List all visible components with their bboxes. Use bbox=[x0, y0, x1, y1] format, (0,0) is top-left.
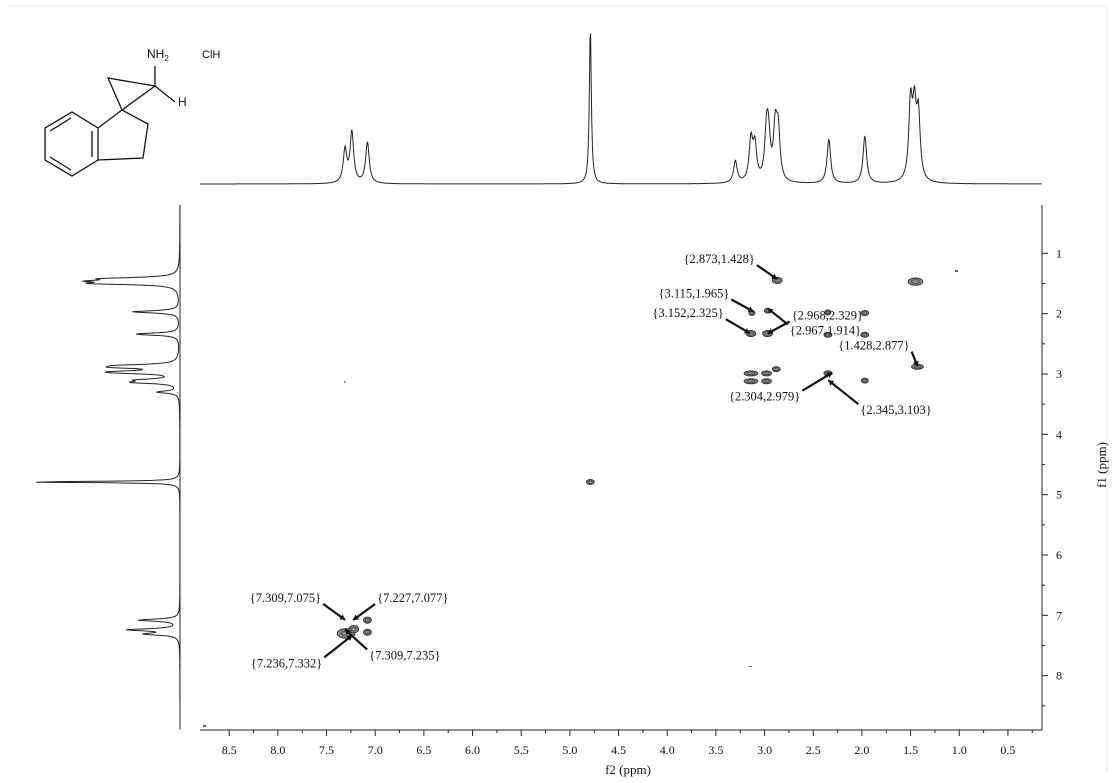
annotation-label: {7.236,7.332} bbox=[251, 656, 322, 670]
chemical-structure bbox=[44, 66, 176, 177]
y-tick-label: 7 bbox=[1056, 608, 1062, 622]
annotation-label: {2.304,2.979} bbox=[729, 390, 800, 404]
y-tick-label: 6 bbox=[1056, 548, 1062, 562]
h-label: H bbox=[178, 95, 187, 109]
cross-peak-contour bbox=[825, 332, 831, 337]
cross-peak bbox=[907, 277, 924, 286]
cross-peak-contour bbox=[763, 379, 770, 383]
annotation-arrowhead bbox=[339, 614, 346, 620]
annotation-label: {2.968,2.329} bbox=[792, 308, 863, 322]
annotation-arrowhead bbox=[345, 629, 351, 636]
cross-peak-contour bbox=[364, 630, 370, 635]
cross-peak bbox=[363, 628, 372, 636]
x-tick-label: 2.0 bbox=[854, 743, 869, 757]
top-projection-spectrum bbox=[200, 33, 1042, 185]
cross-peak-contour bbox=[774, 278, 781, 283]
cross-peak bbox=[348, 625, 360, 634]
noise-dot bbox=[955, 270, 958, 272]
x-tick-label: 7.0 bbox=[368, 743, 383, 757]
benzene-ring bbox=[44, 111, 99, 177]
cross-peak-contour bbox=[862, 332, 868, 337]
nh2-label: NH2 bbox=[147, 47, 169, 63]
y-tick-label: 5 bbox=[1056, 488, 1062, 502]
cross-peak-contour bbox=[862, 311, 868, 315]
peak-annotations: {2.873,1.428} {2.967,1.914} {3.115,1.965} {… bbox=[250, 252, 932, 670]
cyclopropane-ring bbox=[106, 77, 157, 112]
annotation-arrow bbox=[827, 379, 860, 406]
annotation-arrowhead bbox=[767, 308, 774, 314]
left-projection-spectrum bbox=[35, 205, 181, 730]
annotation-arrow bbox=[801, 371, 833, 392]
annotation-arrowhead bbox=[771, 273, 777, 280]
benzene-inner-bond-3 bbox=[49, 117, 72, 132]
noise-dot bbox=[748, 666, 752, 667]
x-tick-label: 0.5 bbox=[1000, 743, 1015, 757]
cross-peak-contour bbox=[364, 618, 370, 623]
annotation-label: {7.309,7.075} bbox=[250, 591, 321, 605]
c-h-bond bbox=[154, 85, 176, 103]
annotation-arrowhead bbox=[353, 614, 359, 620]
x-tick-label: 8.5 bbox=[222, 743, 237, 757]
x-tick-label: 3.0 bbox=[757, 743, 772, 757]
y-axis-label: f1 (ppm) bbox=[1094, 442, 1109, 488]
annotation-label: {1.428,2.877} bbox=[838, 339, 909, 353]
y-tick-label: 2 bbox=[1056, 307, 1062, 321]
x-tick-label: 3.5 bbox=[708, 743, 723, 757]
noise-dot bbox=[203, 725, 206, 727]
annotation-label: {2.873,1.428} bbox=[684, 252, 755, 266]
x-tick-label: 4.5 bbox=[611, 743, 626, 757]
salt-label: ClH bbox=[202, 49, 220, 61]
x-tick-label: 8.0 bbox=[270, 743, 285, 757]
annotation-arrowhead bbox=[747, 306, 754, 312]
annotation-arrow bbox=[323, 634, 353, 659]
cross-peak-contour bbox=[746, 371, 756, 376]
annotation-arrowhead bbox=[828, 380, 835, 386]
x-axis-label: f2 (ppm) bbox=[605, 762, 651, 777]
annotation-label: {7.309,7.235} bbox=[369, 649, 440, 663]
cross-peak-contour bbox=[773, 367, 779, 371]
x-tick-label: 4.0 bbox=[660, 743, 675, 757]
x-tick-label: 5.5 bbox=[514, 743, 529, 757]
cross-peak-contour bbox=[825, 310, 830, 315]
noise-dot bbox=[344, 381, 346, 383]
annotation-arrowhead bbox=[767, 328, 774, 334]
x-tick-label: 5.0 bbox=[562, 743, 577, 757]
cyclopentane-ring bbox=[97, 109, 149, 161]
y-tick-label: 1 bbox=[1056, 246, 1062, 260]
cross-peak-contour bbox=[587, 480, 593, 484]
cross-peaks bbox=[336, 276, 924, 639]
cross-peak-contour bbox=[862, 378, 868, 383]
x-tick-label: 1.5 bbox=[903, 743, 918, 757]
cross-peak bbox=[743, 370, 759, 377]
cross-peak-contour bbox=[350, 626, 357, 632]
x-tick-label: 6.5 bbox=[416, 743, 431, 757]
annotation-label: {2.967,1.914} bbox=[790, 323, 861, 337]
x-tick-label: 7.5 bbox=[319, 743, 334, 757]
annotation-arrowhead bbox=[346, 635, 353, 641]
annotation-arrowhead bbox=[826, 372, 833, 378]
annotation-arrowhead bbox=[912, 360, 919, 367]
cross-peak-contour bbox=[763, 371, 770, 376]
annotation-label: {7.227,7.077} bbox=[377, 591, 448, 605]
x-tick-label: 1.0 bbox=[952, 743, 967, 757]
x-tick-label: 2.5 bbox=[806, 743, 821, 757]
cross-peak bbox=[363, 616, 372, 624]
x-axis-ticks: 8.5 8.0 7.5 7.0 6.5 6.0 5.5 5.0 4.5 4.0 3.5 3.0 2.5 2… bbox=[222, 730, 1033, 757]
x-tick-label: 6.0 bbox=[465, 743, 480, 757]
annotation-label: {2.345,3.103} bbox=[860, 403, 931, 417]
cross-peak-contour bbox=[746, 379, 756, 383]
y-tick-label: 4 bbox=[1056, 427, 1062, 441]
annotation-label: {3.152,2.325} bbox=[652, 306, 723, 320]
y-tick-label: 8 bbox=[1056, 669, 1062, 683]
annotation-label: {3.115,1.965} bbox=[658, 287, 729, 301]
cross-peak bbox=[743, 378, 759, 385]
cross-peak-contour bbox=[911, 279, 920, 285]
benzene-inner-bond-2 bbox=[49, 156, 72, 171]
y-axis-ticks: 1 2 3 4 5 6 7 8 bbox=[1042, 246, 1062, 707]
y-tick-label: 3 bbox=[1056, 367, 1062, 381]
annotation-arrowhead bbox=[743, 328, 750, 334]
